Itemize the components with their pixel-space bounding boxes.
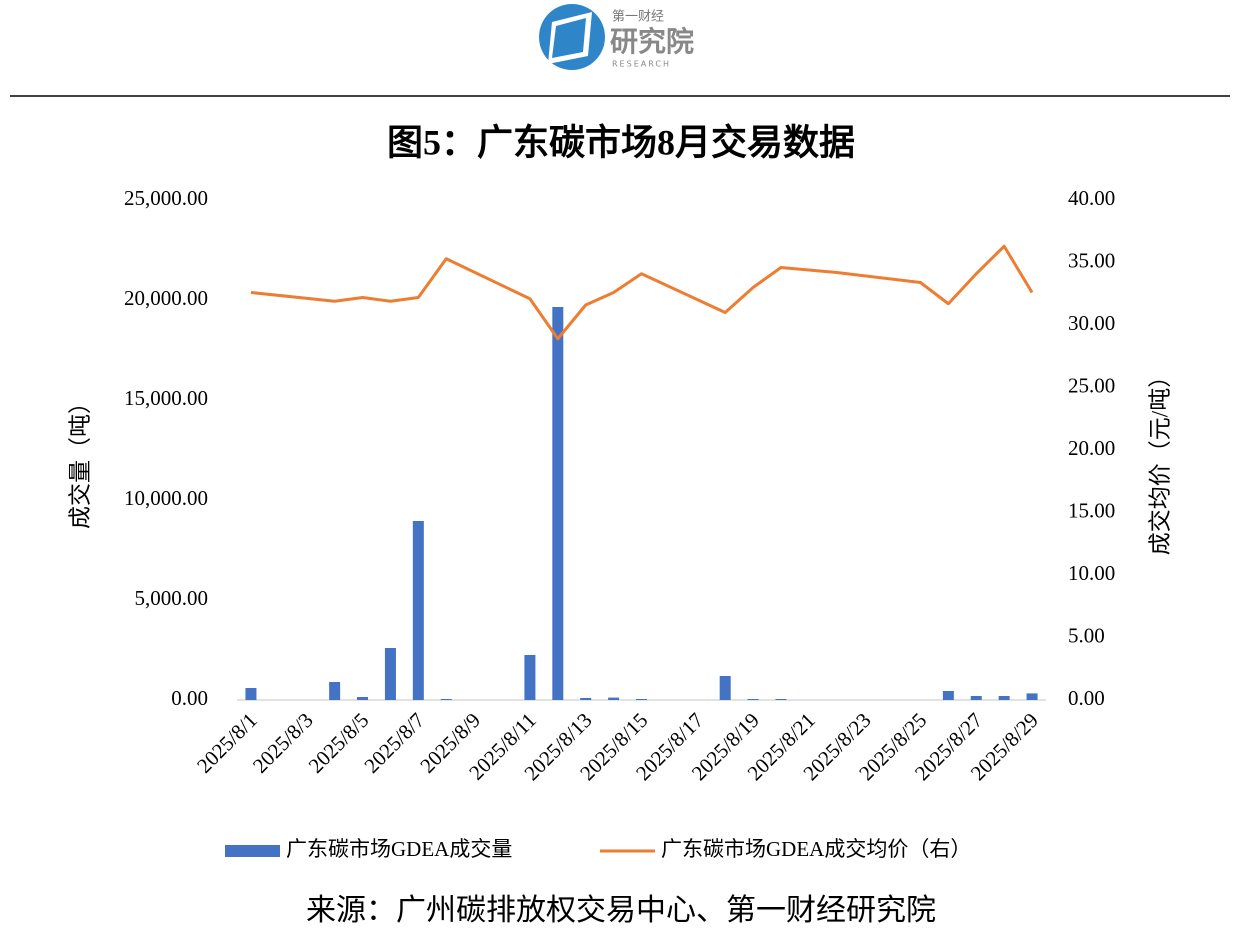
y-tick-label: 5,000.00 bbox=[135, 586, 209, 610]
y2-tick-label: 25.00 bbox=[1068, 373, 1115, 397]
y2-tick-label: 5.00 bbox=[1068, 623, 1105, 647]
y2-axis-label: 成交均价（元/吨） bbox=[1147, 365, 1172, 555]
bar bbox=[747, 699, 759, 700]
bar bbox=[636, 699, 647, 700]
chart-title: 图5：广东碳市场8月交易数据 bbox=[387, 121, 855, 162]
bar bbox=[608, 697, 620, 700]
bar bbox=[942, 691, 954, 700]
x-tick-label: 2025/8/3 bbox=[248, 708, 318, 778]
y-tick-label: 10,000.00 bbox=[124, 486, 208, 510]
bar bbox=[412, 521, 424, 700]
x-tick-label: 2025/8/5 bbox=[304, 708, 374, 778]
bar bbox=[970, 696, 982, 700]
logo-mark-inner bbox=[552, 18, 586, 58]
bar bbox=[440, 699, 452, 700]
bar bbox=[524, 655, 536, 700]
bar bbox=[580, 698, 592, 700]
x-tick-label: 2025/8/1 bbox=[192, 708, 262, 778]
source: 来源：广州碳排放权交易中心、第一财经研究院 bbox=[306, 894, 936, 927]
bar bbox=[1026, 693, 1038, 700]
bar bbox=[775, 699, 787, 700]
y-tick-label: 20,000.00 bbox=[124, 286, 208, 310]
logo-top: 第一财经 bbox=[612, 10, 664, 25]
y-tick-label: 15,000.00 bbox=[124, 386, 208, 410]
legend-label: 广东碳市场GDEA成交均价（右） bbox=[661, 837, 971, 861]
bar bbox=[245, 688, 257, 700]
y2-tick-label: 40.00 bbox=[1068, 186, 1115, 210]
x-tick-label: 2025/8/7 bbox=[359, 708, 429, 778]
y-tick-label: 0.00 bbox=[171, 686, 208, 710]
legend-label: 广东碳市场GDEA成交量 bbox=[286, 837, 512, 861]
line bbox=[250, 244, 1034, 341]
y-tick-label: 25,000.00 bbox=[124, 186, 208, 210]
bar bbox=[998, 696, 1010, 700]
bar bbox=[719, 676, 731, 700]
y2-tick-label: 20.00 bbox=[1068, 436, 1115, 460]
y2-tick-label: 15.00 bbox=[1068, 498, 1115, 522]
bar bbox=[552, 307, 564, 700]
logo-main: 研究院 bbox=[610, 25, 694, 58]
y2-tick-label: 30.00 bbox=[1068, 311, 1115, 335]
logo: 第一财经 研究院 RESEARCH bbox=[539, 4, 694, 70]
y2-tick-label: 10.00 bbox=[1068, 561, 1115, 585]
bar bbox=[357, 697, 369, 700]
y2-tick-label: 35.00 bbox=[1068, 248, 1115, 272]
logo-sub: RESEARCH bbox=[612, 60, 671, 69]
y-axis-label: 成交量（吨） bbox=[67, 391, 92, 529]
bar bbox=[384, 648, 396, 700]
y2-tick-label: 0.00 bbox=[1068, 686, 1105, 710]
bar bbox=[329, 682, 341, 700]
legend-swatch bbox=[225, 845, 280, 857]
